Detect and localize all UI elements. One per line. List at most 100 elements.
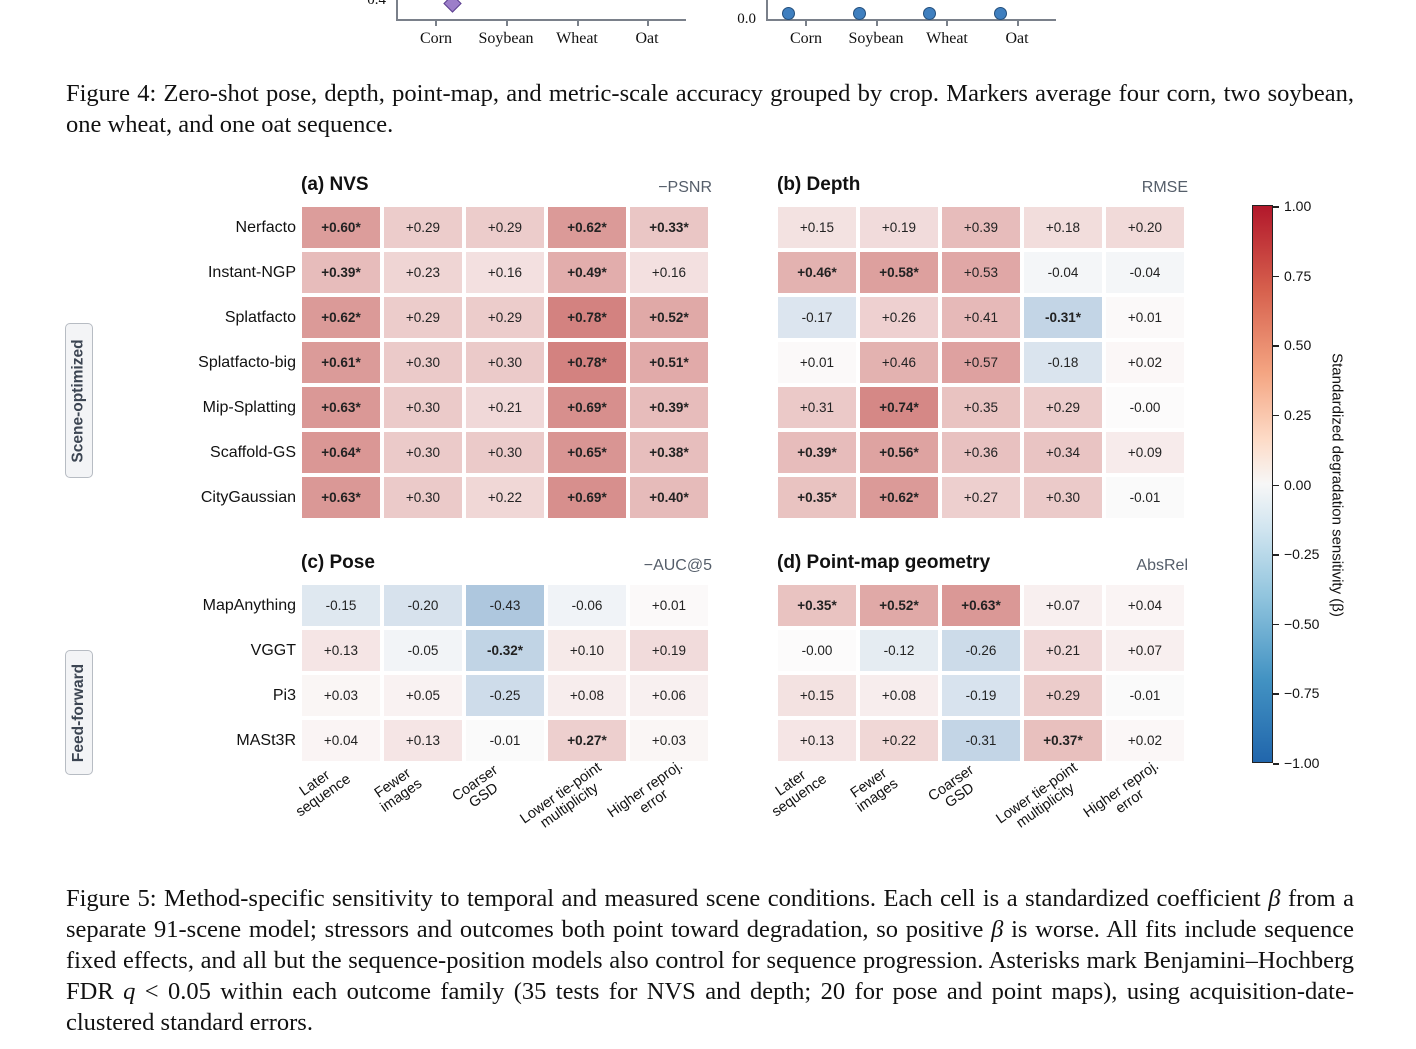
row-label: Instant-NGP: [207, 264, 296, 281]
panel-metric-b: RMSE: [1141, 179, 1188, 196]
figure4-caption-text: Figure 4: Zero-shot pose, depth, point-m…: [66, 80, 1354, 138]
heatmap-cell: +0.69*: [548, 477, 626, 518]
heatmap-cell: +0.35: [942, 387, 1020, 428]
panel-title-d: (d) Point-map geometry: [777, 552, 991, 573]
row-label: MapAnything: [202, 597, 296, 614]
right-data-point: [994, 7, 1007, 20]
caption-text: is worse. All fits include sequence fixe…: [66, 916, 1354, 1005]
panel-metric-d: AbsRel: [1136, 557, 1188, 574]
heatmap-cell: +0.08: [548, 675, 626, 716]
heatmap-cell: +0.09: [1106, 432, 1184, 473]
heatmap-cell: -0.00: [778, 630, 856, 671]
heatmap-cell: +0.13: [778, 720, 856, 761]
left-data-marker: [443, 0, 462, 13]
column-label: Later sequence: [769, 767, 830, 821]
caption-text: < 0.05 within each outcome family (35 te…: [66, 978, 1354, 1036]
heatmap-cell: +0.02: [1106, 342, 1184, 383]
left-x-label-wheat: Wheat: [556, 30, 598, 47]
colorbar-tick: [1273, 623, 1279, 626]
heatmap-cell: +0.35*: [778, 477, 856, 518]
right-x-label-oat: Oat: [1005, 30, 1029, 47]
heatmap-cell: +0.27: [942, 477, 1020, 518]
caption-symbol: q: [123, 978, 136, 1005]
colorbar-tick: [1273, 275, 1279, 278]
column-label: Lower tie-point multiplicity: [993, 759, 1081, 832]
right-y-axis: [766, 0, 768, 21]
heatmap-cell: +0.13: [302, 630, 380, 671]
heatmap-cell: +0.53: [942, 252, 1020, 293]
colorbar-tick: [1273, 763, 1279, 765]
heatmap-cell: +0.52*: [860, 585, 938, 626]
colorbar-tick-label: −0.25: [1284, 546, 1320, 563]
heatmap-cell: -0.31*: [1024, 297, 1102, 338]
heatmap-cell: +0.36: [942, 432, 1020, 473]
heatmap-cell: +0.07: [1024, 585, 1102, 626]
heatmap-cell: +0.39*: [630, 387, 708, 428]
heatmap-cell: +0.06: [630, 675, 708, 716]
colorbar-title: Standardized degradation sensitivity (β): [1328, 353, 1346, 617]
left-x-tick: [506, 20, 508, 26]
heatmap-cell: +0.63*: [302, 387, 380, 428]
heatmap-cell: -0.01: [466, 720, 544, 761]
heatmap-cell: +0.46*: [778, 252, 856, 293]
right-x-tick: [946, 20, 948, 26]
heatmap-cell: +0.18: [1024, 207, 1102, 248]
caption-symbol: β: [1268, 885, 1281, 912]
right-x-axis: [766, 19, 1056, 21]
colorbar-tick: [1273, 484, 1279, 486]
heatmap-cell: +0.27*: [548, 720, 626, 761]
row-label: VGGT: [250, 642, 296, 659]
row-label: CityGaussian: [200, 489, 296, 506]
figure4-caption: Figure 4: Zero-shot pose, depth, point-m…: [66, 78, 1354, 140]
right-x-label-soybean: Soybean: [848, 30, 904, 47]
heatmap-cell: +0.29: [466, 207, 544, 248]
heatmap-cell: +0.78*: [548, 297, 626, 338]
column-label: Lower tie-point multiplicity: [517, 759, 605, 832]
right-data-point: [853, 7, 866, 20]
right-data-point: [923, 7, 936, 20]
heatmap-cell: +0.13: [384, 720, 462, 761]
heatmap-cell: -0.12: [860, 630, 938, 671]
panel-title-c: (c) Pose: [301, 552, 375, 573]
heatmap-cell: +0.30: [466, 342, 544, 383]
heatmap-cell: -0.18: [1024, 342, 1102, 383]
heatmap-cell: +0.46: [860, 342, 938, 383]
left-y-tick-label: 0.4: [367, 0, 386, 8]
heatmap-cell: +0.20: [1106, 207, 1184, 248]
left-x-tick: [435, 20, 437, 26]
heatmap-cell: +0.26: [860, 297, 938, 338]
left-x-tick: [577, 20, 579, 26]
heatmap-cell: +0.62*: [548, 207, 626, 248]
heatmap-cell: +0.39*: [302, 252, 380, 293]
colorbar-tick: [1273, 414, 1279, 417]
heatmap-cell: +0.03: [630, 720, 708, 761]
heatmap-cell: +0.23: [384, 252, 462, 293]
colorbar-tick-label: 0.00: [1284, 476, 1312, 493]
heatmap-cell: +0.39: [942, 207, 1020, 248]
heatmap-cell: -0.01: [1106, 477, 1184, 518]
heatmap-cell: +0.30: [1024, 477, 1102, 518]
row-label: Nerfacto: [235, 219, 296, 236]
heatmap-cell: -0.43: [466, 585, 544, 626]
heatmap-cell: -0.19: [942, 675, 1020, 716]
colorbar-tick-label: 0.75: [1284, 267, 1312, 284]
heatmap-cell: -0.31: [942, 720, 1020, 761]
right-x-tick: [805, 20, 807, 26]
heatmap-cell: +0.02: [1106, 720, 1184, 761]
heatmap-cell: +0.49*: [548, 252, 626, 293]
group-label-feed-forward: Feed-forward: [65, 650, 93, 775]
heatmap-cell: -0.05: [384, 630, 462, 671]
heatmap-cell: -0.04: [1024, 252, 1102, 293]
heatmap-cell: +0.58*: [860, 252, 938, 293]
heatmap-cell: +0.01: [778, 342, 856, 383]
heatmap-cell: +0.04: [1106, 585, 1184, 626]
heatmap-cell: +0.38*: [630, 432, 708, 473]
heatmap-cell: -0.25: [466, 675, 544, 716]
row-label: Mip-Splatting: [202, 399, 296, 416]
heatmap-cell: +0.39*: [778, 432, 856, 473]
heatmap-cell: -0.00: [1106, 387, 1184, 428]
heatmap-cell: +0.35*: [778, 585, 856, 626]
colorbar-tick-label: 1.00: [1284, 198, 1312, 214]
heatmap-cell: +0.31: [778, 387, 856, 428]
heatmap-cell: +0.78*: [548, 342, 626, 383]
